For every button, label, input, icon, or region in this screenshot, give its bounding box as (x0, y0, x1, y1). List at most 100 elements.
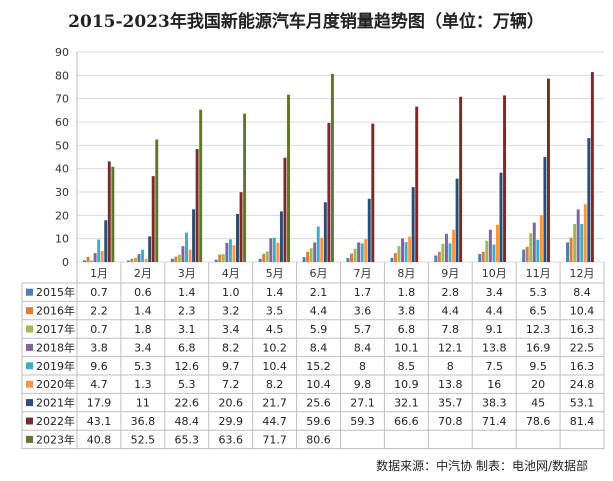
table-cell: 20 (531, 378, 545, 391)
legend-swatch-2017年 (26, 325, 33, 333)
table-cell: 10.2 (262, 341, 287, 354)
table-cell: 22.5 (570, 341, 595, 354)
table-cell: 20.6 (218, 397, 243, 410)
table-cell: 8.4 (310, 341, 328, 354)
table-cell: 11 (136, 397, 150, 410)
table-cell: 16.9 (526, 341, 551, 354)
y-tick-label: 80 (55, 69, 69, 82)
table-cell: 6.8 (178, 341, 196, 354)
bar-2023年-2月 (155, 139, 159, 262)
y-tick-label: 60 (55, 116, 69, 129)
bar-2022年-3月 (195, 149, 199, 262)
x-category-label: 6月 (310, 267, 328, 280)
table-cell: 40.8 (87, 433, 112, 446)
table-cell: 3.5 (266, 305, 284, 318)
y-tick-label: 0 (62, 256, 69, 269)
bar-2020年-12月 (583, 204, 587, 262)
table-cell: 1.8 (134, 323, 152, 336)
table-cell: 8.4 (354, 341, 372, 354)
table-cell: 4.4 (442, 305, 460, 318)
bar-2019年-3月 (185, 232, 188, 262)
bar-2017年-4月 (221, 254, 225, 262)
table-cell: 10.1 (394, 341, 419, 354)
table-cell: 8 (359, 360, 366, 373)
bar-2019年-9月 (448, 243, 452, 262)
bar-2021年-6月 (323, 202, 327, 262)
legend-label: 2019年 (36, 359, 75, 373)
bar-2018年-11月 (532, 222, 536, 262)
table-cell: 1.7 (354, 286, 372, 299)
table-cell: 59.6 (306, 415, 331, 428)
table-cell: 16 (487, 378, 501, 391)
table-cell: 8 (447, 360, 454, 373)
bar-2018年-7月 (357, 242, 361, 262)
table-cell: 4.7 (90, 378, 108, 391)
bar-2015年-4月 (214, 259, 218, 262)
table-cell: 13.8 (438, 378, 463, 391)
legend-label: 2016年 (36, 304, 75, 318)
legend-swatch-2021年 (26, 399, 33, 407)
table-cell: 3.4 (485, 286, 503, 299)
bar-2021年-7月 (367, 198, 371, 262)
bar-2018年-10月 (488, 229, 492, 262)
bar-2017年-1月 (90, 260, 94, 262)
bar-2019年-1月 (97, 239, 101, 262)
bar-2021年-10月 (499, 172, 503, 262)
table-cell: 3.4 (222, 323, 240, 336)
x-category-label: 3月 (178, 267, 196, 280)
legend-swatch-2022年 (26, 417, 33, 425)
table-cell: 1.4 (178, 286, 196, 299)
bar-2015年-11月 (522, 249, 526, 262)
bar-2016年-8月 (393, 253, 397, 262)
bar-2015年-8月 (390, 257, 394, 262)
bar-2021年-5月 (279, 211, 283, 262)
bar-2019年-4月 (228, 239, 232, 262)
table-cell: 6.8 (398, 323, 416, 336)
table-cell: 53.1 (570, 397, 595, 410)
bar-2020年-7月 (364, 239, 368, 262)
x-category-label: 5月 (266, 267, 284, 280)
x-category-label: 2月 (134, 267, 152, 280)
bar-2018年-5月 (269, 238, 273, 262)
table-cell: 6.5 (529, 305, 547, 318)
bar-2017年-10月 (485, 240, 489, 262)
bar-2018年-1月 (93, 253, 97, 262)
bar-2022年-1月 (107, 161, 111, 262)
table-cell: 16.3 (570, 323, 595, 336)
bar-2023年-1月 (111, 166, 115, 262)
bar-2015年-7月 (346, 258, 350, 262)
table-cell: 0.6 (134, 286, 152, 299)
table-cell: 10.9 (394, 378, 419, 391)
bar-2015年-12月 (566, 242, 570, 262)
bar-2021年-12月 (587, 138, 591, 262)
legend-label: 2020年 (36, 377, 75, 391)
table-cell: 21.7 (262, 397, 287, 410)
bar-2019年-7月 (360, 243, 364, 262)
bar-2016年-11月 (525, 246, 529, 262)
legend-label: 2018年 (36, 340, 75, 354)
table-cell: 9.6 (90, 360, 108, 373)
x-category-label: 10月 (482, 267, 507, 280)
bar-2022年-7月 (371, 123, 375, 262)
bar-2021年-8月 (411, 187, 415, 262)
bar-2020年-8月 (408, 236, 412, 262)
x-category-label: 8月 (397, 267, 415, 280)
bar-2017年-9月 (441, 243, 445, 262)
x-category-label: 9月 (441, 267, 459, 280)
table-cell: 8.2 (222, 341, 240, 354)
bar-2019年-2月 (141, 249, 145, 262)
bar-2022年-2月 (151, 176, 155, 262)
table-cell: 71.4 (482, 415, 507, 428)
table-cell: 5.7 (354, 323, 372, 336)
table-cell: 8.4 (573, 286, 591, 299)
table-cell: 13.8 (482, 341, 507, 354)
bar-2023年-5月 (287, 94, 290, 262)
bar-2022年-9月 (459, 96, 463, 262)
bar-2021年-11月 (543, 157, 547, 262)
table-cell: 3.4 (134, 341, 152, 354)
bar-2018年-4月 (225, 242, 229, 262)
table-cell: 0.7 (90, 323, 108, 336)
legend-label: 2022年 (36, 414, 75, 428)
table-cell: 3.2 (222, 305, 240, 318)
table-cell: 1.4 (266, 286, 284, 299)
